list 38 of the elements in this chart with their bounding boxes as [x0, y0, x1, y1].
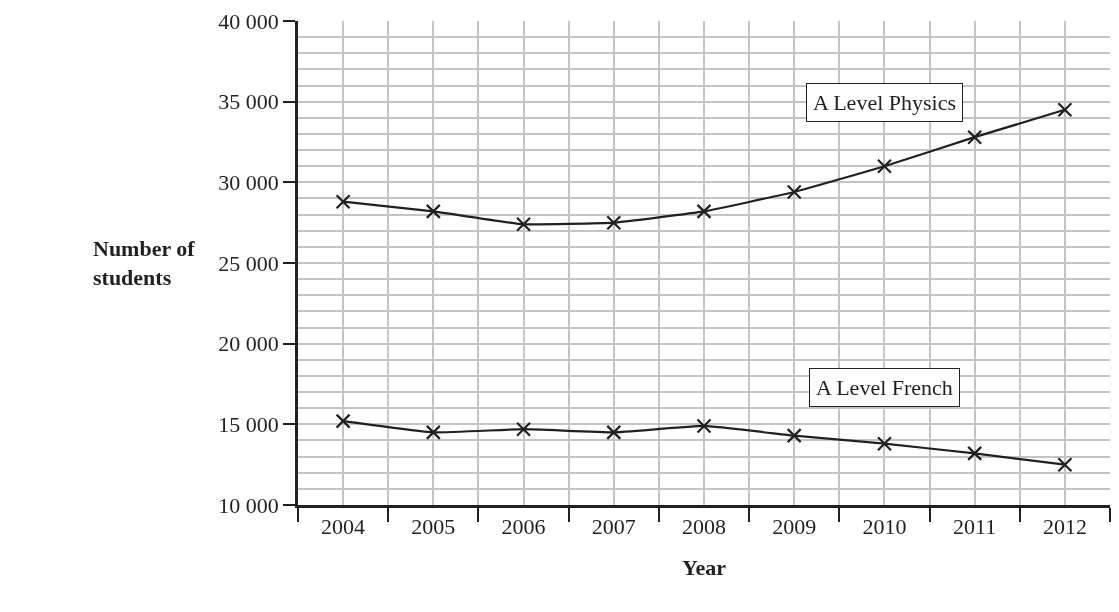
point: [876, 436, 893, 452]
x-tick-label: 2012: [1042, 514, 1087, 540]
point: [515, 421, 532, 437]
point: [1057, 102, 1073, 118]
point: [696, 418, 712, 434]
point: [967, 445, 983, 461]
x-tick-label: 2007: [591, 514, 636, 540]
x-axis-title: Year: [682, 555, 727, 581]
point: [967, 129, 983, 145]
point: [786, 428, 802, 444]
y-tick-label: 10 000: [218, 492, 279, 518]
y-tick-label: 15 000: [218, 412, 279, 438]
point: [335, 413, 351, 429]
x-tick-label: 2010: [862, 514, 907, 540]
y-tick-label: 25 000: [218, 250, 279, 276]
series-label: A Level Physics: [813, 90, 956, 115]
x-tick-label: 2011: [953, 514, 997, 540]
x-tick-label: 2009: [772, 514, 817, 540]
x-tick-label: 2006: [501, 514, 546, 540]
point: [876, 158, 893, 174]
y-axis-title: Number of students: [93, 236, 196, 290]
y-tick-label: 20 000: [218, 331, 279, 357]
y-tick-label: 35 000: [218, 89, 279, 115]
x-tick-label: 2004: [321, 514, 366, 540]
y-tick-label: 40 000: [218, 8, 279, 34]
series-label: A Level French: [816, 375, 953, 400]
x-tick-label: 2005: [411, 514, 456, 540]
point: [425, 424, 441, 440]
point: [425, 203, 441, 219]
point: [335, 194, 351, 210]
x-tick-label: 2008: [682, 514, 726, 540]
point: [515, 216, 532, 232]
point: [786, 184, 802, 200]
point: [606, 215, 622, 231]
y-tick-label: 30 000: [218, 170, 279, 196]
point: [1057, 457, 1073, 473]
point: [606, 424, 622, 440]
point: [696, 203, 712, 219]
